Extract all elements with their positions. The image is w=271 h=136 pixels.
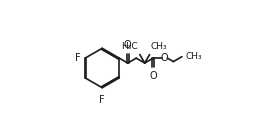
Text: CH₃: CH₃ bbox=[150, 42, 167, 51]
Text: H₃C: H₃C bbox=[121, 42, 138, 51]
Text: F: F bbox=[99, 95, 105, 105]
Text: O: O bbox=[149, 71, 157, 81]
Text: O: O bbox=[124, 40, 131, 50]
Text: CH₃: CH₃ bbox=[186, 52, 202, 61]
Text: O: O bbox=[161, 53, 168, 63]
Text: F: F bbox=[75, 53, 81, 63]
